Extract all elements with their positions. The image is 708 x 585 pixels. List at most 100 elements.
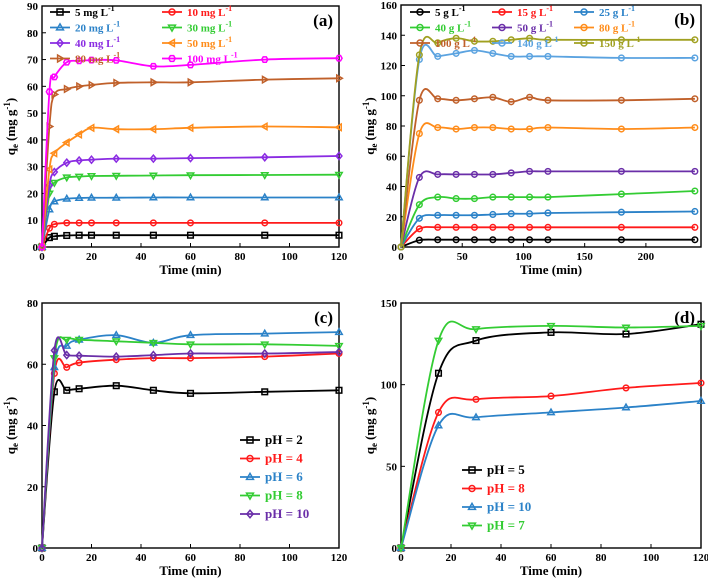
y-axis-label-sub: e xyxy=(10,144,20,148)
data-point xyxy=(544,236,552,244)
data-point xyxy=(434,211,442,219)
x-tick-label: 100 xyxy=(643,552,660,564)
legend-label: pH = 2 xyxy=(265,432,303,447)
legend: 5 g L-1 15 g L-1 25 g L-140 g L-1 50 g L-1 8… xyxy=(410,4,641,50)
legend-label: 30 mg L-1 xyxy=(187,20,232,35)
legend-label: 25 g L-1 xyxy=(599,4,635,19)
y-axis-label-q: q xyxy=(362,147,377,155)
legend-marker xyxy=(245,492,255,501)
legend-label-text: 50 mg L xyxy=(187,38,226,50)
x-tick-label: 40 xyxy=(136,251,148,263)
legend-label-text: pH = 10 xyxy=(265,506,309,521)
series-8 xyxy=(38,54,343,251)
data-point xyxy=(63,386,71,394)
data-point xyxy=(112,56,121,64)
legend-label-text: 10 mg L xyxy=(187,7,226,19)
data-point xyxy=(148,124,157,134)
data-point xyxy=(434,52,442,60)
legend-marker xyxy=(167,54,177,63)
legend-label: 5 g L-1 xyxy=(435,4,466,19)
data-point xyxy=(62,350,71,360)
data-point xyxy=(260,328,270,337)
legend-label-sup: -1 xyxy=(114,35,121,44)
data-point xyxy=(335,386,343,394)
legend-label-text: 30 mg L xyxy=(187,23,226,35)
legend-marker xyxy=(580,8,588,16)
data-point xyxy=(260,341,270,350)
data-point xyxy=(697,379,705,387)
data-point xyxy=(396,545,406,553)
legend-marker xyxy=(56,53,66,64)
x-tick-label: 20 xyxy=(86,251,98,263)
data-point xyxy=(489,37,497,45)
legend-label-text: pH = 6 xyxy=(265,469,303,484)
series-2 xyxy=(397,379,705,552)
legend-marker xyxy=(498,8,506,16)
legend-item: 100 g L-1 xyxy=(410,35,477,50)
x-tick-label: 120 xyxy=(693,552,708,564)
legend-label: pH = 8 xyxy=(265,488,303,503)
data-point xyxy=(186,219,195,227)
legend-label-text: 40 mg L xyxy=(75,38,114,50)
series-7 xyxy=(39,73,344,252)
data-point xyxy=(526,125,534,133)
legend-label-text: 5 g L xyxy=(435,7,459,19)
data-point xyxy=(149,350,158,360)
data-point xyxy=(149,386,157,394)
legend-item: 140 g L-1 xyxy=(492,35,559,50)
data-point xyxy=(335,231,343,239)
data-point xyxy=(335,151,343,161)
legend-item: pH = 8 xyxy=(462,481,525,496)
data-point xyxy=(62,58,71,66)
y-tick-label: 60 xyxy=(386,151,398,163)
y-tick-label: 100 xyxy=(381,380,398,392)
y-tick-label: 40 xyxy=(386,182,398,194)
data-point xyxy=(149,231,157,239)
data-point xyxy=(62,174,72,183)
data-point xyxy=(470,211,479,219)
legend-item: pH = 7 xyxy=(462,518,525,533)
data-point xyxy=(544,167,552,175)
data-point xyxy=(259,121,268,132)
y-tick-label: 60 xyxy=(27,359,39,371)
data-point xyxy=(74,130,83,140)
data-point xyxy=(472,395,480,403)
data-point xyxy=(622,384,630,392)
y-axis-label-unit: (mg g xyxy=(362,109,377,141)
y-axis-label-sup: -1 xyxy=(2,401,12,409)
y-axis-label: qe (mg g-1) xyxy=(361,97,379,155)
data-point xyxy=(691,167,699,175)
data-point xyxy=(526,93,534,101)
x-tick-label: 80 xyxy=(235,552,247,564)
data-point xyxy=(415,236,423,244)
data-point xyxy=(75,219,83,227)
legend-item: pH = 4 xyxy=(240,451,303,466)
x-axis-label: Time (min) xyxy=(520,563,582,578)
data-point xyxy=(507,169,515,177)
data-point xyxy=(63,363,71,371)
legend-label-text: pH = 8 xyxy=(265,488,303,503)
y-axis-label-q: q xyxy=(3,446,18,454)
legend-label: 15 g L-1 xyxy=(517,4,553,19)
data-point xyxy=(691,123,699,132)
legend-label-text: 20 mg L xyxy=(75,23,114,35)
legend-label: 100 mg L-1 xyxy=(187,51,238,66)
data-point xyxy=(148,192,158,201)
legend-label-sup: -1 xyxy=(628,20,635,29)
panel-label: (b) xyxy=(674,10,695,29)
data-point xyxy=(45,224,53,232)
data-point xyxy=(452,195,460,203)
data-point xyxy=(696,322,706,331)
series-1 xyxy=(397,320,705,552)
y-tick-label: 30 xyxy=(27,162,39,174)
legend-label: pH = 10 xyxy=(487,499,531,514)
x-tick-label: 200 xyxy=(638,251,655,263)
series-line xyxy=(400,238,695,248)
data-point xyxy=(507,52,515,60)
x-tick-label: 20 xyxy=(86,552,98,564)
data-point xyxy=(470,37,479,45)
x-tick-label: 120 xyxy=(331,251,348,263)
legend-label: pH = 4 xyxy=(265,451,303,466)
legend-item: 30 mg L-1 xyxy=(162,20,232,35)
data-point xyxy=(87,155,96,165)
